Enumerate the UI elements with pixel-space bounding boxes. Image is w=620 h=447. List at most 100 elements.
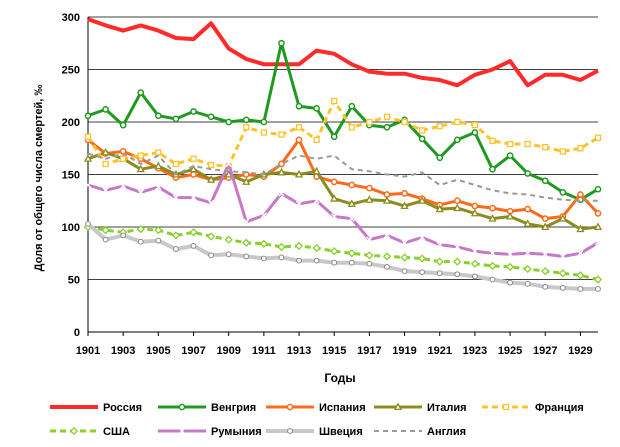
x-tick-label: 1921	[427, 345, 451, 357]
data-point-marker	[173, 246, 179, 252]
data-point-marker	[260, 129, 268, 136]
data-point-marker	[190, 155, 197, 162]
series-line	[87, 162, 599, 258]
data-point-marker	[313, 105, 320, 112]
legend-label: Румыния	[211, 426, 262, 438]
data-point-marker	[243, 124, 250, 131]
data-point-marker	[348, 215, 355, 222]
data-point-marker	[435, 204, 444, 213]
x-tick-label: 1929	[568, 345, 592, 357]
data-point-marker	[225, 160, 232, 168]
series-Франция	[84, 97, 602, 170]
data-point-marker	[83, 154, 93, 162]
data-point-marker	[401, 118, 408, 126]
data-point-marker	[172, 194, 180, 201]
data-point-marker	[502, 403, 510, 411]
data-point-marker	[365, 195, 374, 203]
data-point-marker	[259, 239, 268, 248]
data-point-marker	[260, 118, 268, 126]
data-point-marker	[313, 197, 320, 204]
data-point-marker	[278, 254, 285, 261]
x-tick-label: 1927	[533, 345, 557, 357]
data-point-marker	[435, 257, 444, 266]
data-point-marker	[366, 236, 373, 243]
data-point-marker	[190, 108, 197, 115]
data-point-marker	[278, 131, 285, 138]
y-axis-label: Доля от общего числа смертей, ‰	[33, 85, 45, 272]
data-point-marker	[453, 203, 462, 212]
data-point-marker	[102, 106, 109, 113]
data-point-marker	[577, 250, 584, 257]
series-Россия	[87, 17, 599, 88]
data-point-marker	[154, 226, 163, 235]
data-point-marker	[542, 144, 549, 151]
data-point-marker	[189, 228, 198, 237]
data-point-marker	[348, 124, 355, 131]
data-point-marker	[296, 257, 302, 264]
data-point-marker	[400, 201, 409, 210]
data-point-marker	[471, 202, 479, 210]
data-point-marker	[523, 219, 532, 227]
data-point-marker	[419, 269, 426, 276]
data-point-marker	[595, 286, 601, 292]
data-point-marker	[393, 402, 403, 411]
data-point-marker	[542, 251, 549, 258]
x-tick-label: 1911	[252, 345, 276, 357]
data-point-marker	[242, 116, 250, 124]
data-point-marker	[489, 250, 496, 257]
data-point-marker	[207, 175, 216, 183]
legend-item: Англия	[374, 426, 466, 438]
legend-label: Италия	[427, 402, 467, 414]
data-point-marker	[558, 214, 567, 222]
legend-label: Франция	[535, 402, 584, 414]
data-point-marker	[136, 164, 145, 173]
data-point-marker	[120, 182, 127, 190]
data-point-marker	[224, 169, 233, 178]
x-tick-label: 1925	[498, 345, 522, 357]
x-tick-label: 1919	[392, 345, 416, 357]
data-point-marker	[593, 275, 603, 284]
data-point-marker	[313, 136, 320, 144]
data-point-marker	[471, 273, 478, 280]
data-point-marker	[295, 102, 303, 110]
data-point-marker	[330, 247, 339, 256]
legend-label: Испания	[319, 402, 366, 414]
data-point-marker	[190, 171, 197, 178]
data-point-marker	[366, 260, 373, 267]
data-point-marker	[331, 259, 338, 266]
data-point-marker	[278, 39, 285, 47]
series-США	[83, 222, 603, 284]
data-point-marker	[577, 145, 584, 152]
data-point-marker	[172, 160, 180, 168]
data-point-marker	[470, 208, 479, 217]
data-point-marker	[576, 224, 585, 233]
x-tick-label: 1913	[287, 345, 311, 357]
data-point-marker	[506, 251, 514, 258]
data-point-marker	[470, 259, 480, 268]
data-point-marker	[576, 271, 585, 280]
data-point-marker	[155, 184, 162, 191]
data-point-marker	[347, 199, 356, 207]
x-tick-label: 1909	[216, 345, 240, 357]
data-point-marker	[295, 136, 303, 144]
data-point-marker	[471, 248, 478, 255]
data-point-marker	[400, 253, 409, 262]
data-point-marker	[330, 194, 339, 202]
data-point-marker	[594, 185, 602, 193]
data-point-marker	[224, 235, 233, 244]
data-point-marker	[383, 113, 391, 120]
y-tick-label: 100	[62, 222, 80, 234]
legend-item: Испания	[266, 402, 366, 414]
data-point-marker	[120, 232, 127, 239]
data-point-marker	[242, 238, 251, 247]
y-tick-label: 0	[74, 327, 80, 339]
data-point-marker	[524, 170, 532, 177]
data-point-marker	[577, 286, 584, 292]
data-point-marker	[347, 249, 356, 258]
data-point-marker	[505, 211, 515, 220]
legend-item: Венгрия	[158, 402, 256, 414]
data-point-marker	[155, 149, 162, 156]
data-point-marker	[85, 220, 91, 227]
